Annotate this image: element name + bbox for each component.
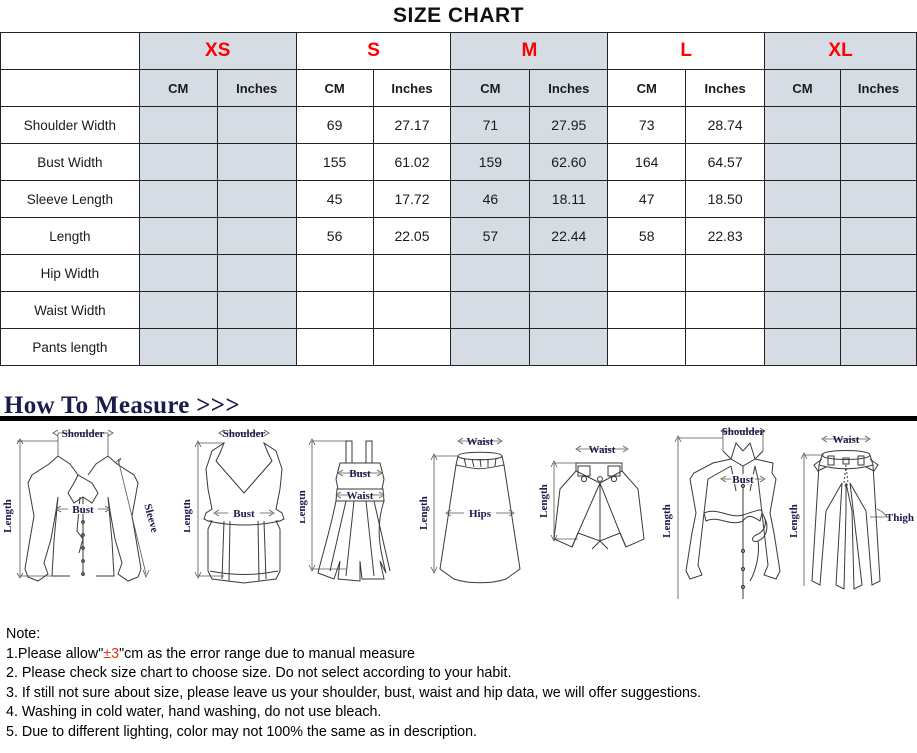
svg-text:Length: Length <box>418 496 430 530</box>
svg-text:Shoulder: Shoulder <box>62 428 105 440</box>
svg-text:Bust: Bust <box>349 468 371 480</box>
svg-text:Bust: Bust <box>732 474 754 486</box>
svg-text:Length: Length <box>661 504 673 538</box>
svg-text:Length: Length <box>2 499 14 533</box>
svg-text:Waist: Waist <box>833 434 860 446</box>
svg-text:Length: Length <box>788 504 800 538</box>
svg-text:Waist: Waist <box>347 490 374 502</box>
svg-text:Waist: Waist <box>467 436 494 448</box>
svg-text:Waist: Waist <box>589 444 616 456</box>
svg-text:Shoulder: Shoulder <box>722 426 765 438</box>
svg-text:Hips: Hips <box>469 508 492 520</box>
svg-text:Bust: Bust <box>233 508 255 520</box>
svg-text:Bust: Bust <box>72 504 94 516</box>
svg-text:Length: Length <box>300 490 308 524</box>
svg-text:Shoulder: Shoulder <box>223 428 266 440</box>
svg-text:Length: Length <box>538 484 550 518</box>
svg-text:Thigh: Thigh <box>886 512 914 524</box>
svg-text:Length: Length <box>184 499 193 533</box>
svg-text:Sleeve: Sleeve <box>141 503 160 535</box>
